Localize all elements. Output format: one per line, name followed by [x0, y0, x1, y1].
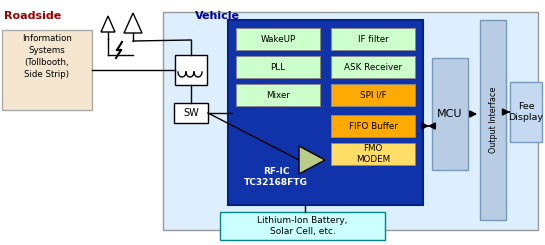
Text: SW: SW: [183, 108, 199, 118]
Bar: [228, 20, 423, 205]
Text: Roadside: Roadside: [4, 11, 61, 21]
Text: FIFO Buffer: FIFO Buffer: [349, 122, 397, 131]
Bar: [331, 143, 415, 165]
Text: Output Interface: Output Interface: [488, 87, 498, 153]
Bar: [236, 28, 320, 50]
Text: Mixer: Mixer: [266, 90, 290, 99]
Bar: [331, 56, 415, 78]
Text: Fee
Display: Fee Display: [508, 102, 543, 122]
Bar: [331, 84, 415, 106]
Bar: [432, 58, 468, 170]
Bar: [480, 20, 506, 220]
Bar: [163, 12, 538, 230]
Bar: [174, 103, 208, 123]
Polygon shape: [299, 146, 325, 174]
Bar: [2, 30, 92, 110]
Bar: [220, 212, 385, 240]
Text: PLL: PLL: [270, 62, 286, 72]
Bar: [236, 56, 320, 78]
Text: Information
Systems
(Tollbooth,
Side Strip): Information Systems (Tollbooth, Side Str…: [22, 34, 72, 79]
Bar: [331, 28, 415, 50]
Text: SPI I/F: SPI I/F: [360, 90, 386, 99]
Bar: [510, 82, 542, 142]
Text: RF-IC
TC32168FTG: RF-IC TC32168FTG: [244, 167, 308, 187]
Text: FMO
MODEM: FMO MODEM: [356, 144, 390, 164]
Text: WakeUP: WakeUP: [261, 35, 295, 44]
Text: IF filter: IF filter: [358, 35, 389, 44]
Text: MCU: MCU: [437, 109, 463, 119]
Bar: [236, 84, 320, 106]
Bar: [175, 55, 207, 85]
Text: Lithium-Ion Battery,
Solar Cell, etc.: Lithium-Ion Battery, Solar Cell, etc.: [257, 216, 348, 236]
Text: Vehicle: Vehicle: [195, 11, 240, 21]
Bar: [331, 115, 415, 137]
Text: ASK Receiver: ASK Receiver: [344, 62, 402, 72]
